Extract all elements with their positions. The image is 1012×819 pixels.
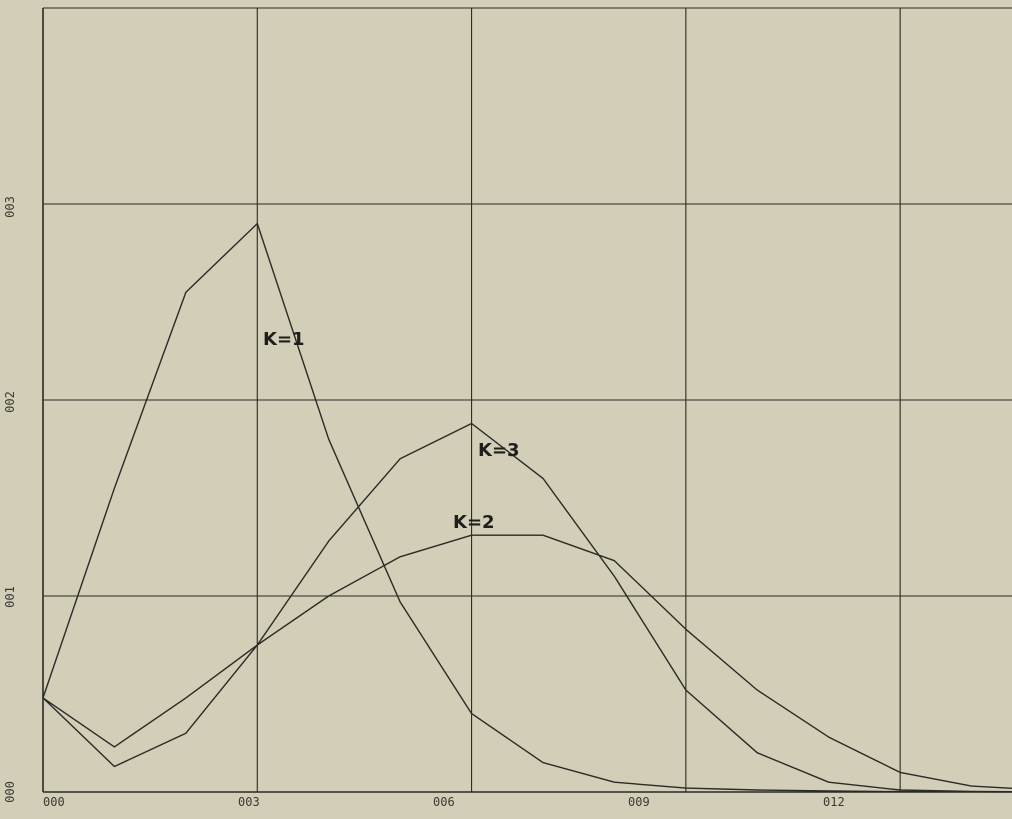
x-tick-label-1: 003 bbox=[238, 795, 260, 809]
y-tick-label-3: 003 bbox=[3, 196, 17, 218]
series-layer bbox=[42, 222, 1012, 793]
curve-label-k1: K=1 bbox=[263, 329, 305, 350]
series-line-3 bbox=[42, 534, 1012, 790]
y-tick-label-2: 002 bbox=[3, 391, 17, 413]
x-tick-label-0: 000 bbox=[43, 795, 65, 809]
series-line-2 bbox=[42, 422, 1012, 793]
x-tick-label-2: 006 bbox=[433, 795, 455, 809]
x-tick-labels: 000 003 006 009 012 bbox=[43, 795, 845, 809]
x-tick-label-3: 009 bbox=[628, 795, 650, 809]
curve-label-k3: K=3 bbox=[478, 440, 520, 461]
x-tick-label-4: 012 bbox=[823, 795, 845, 809]
y-tick-label-0: 000 bbox=[3, 781, 17, 803]
y-tick-label-1: 001 bbox=[3, 586, 17, 608]
series-line-1 bbox=[42, 222, 1012, 793]
grid-lines bbox=[42, 7, 1012, 793]
curve-label-k2: K=2 bbox=[453, 512, 495, 533]
y-tick-labels: 000 001 002 003 bbox=[3, 196, 17, 803]
curve-labels: K=1 K=3 K=2 bbox=[263, 329, 520, 533]
